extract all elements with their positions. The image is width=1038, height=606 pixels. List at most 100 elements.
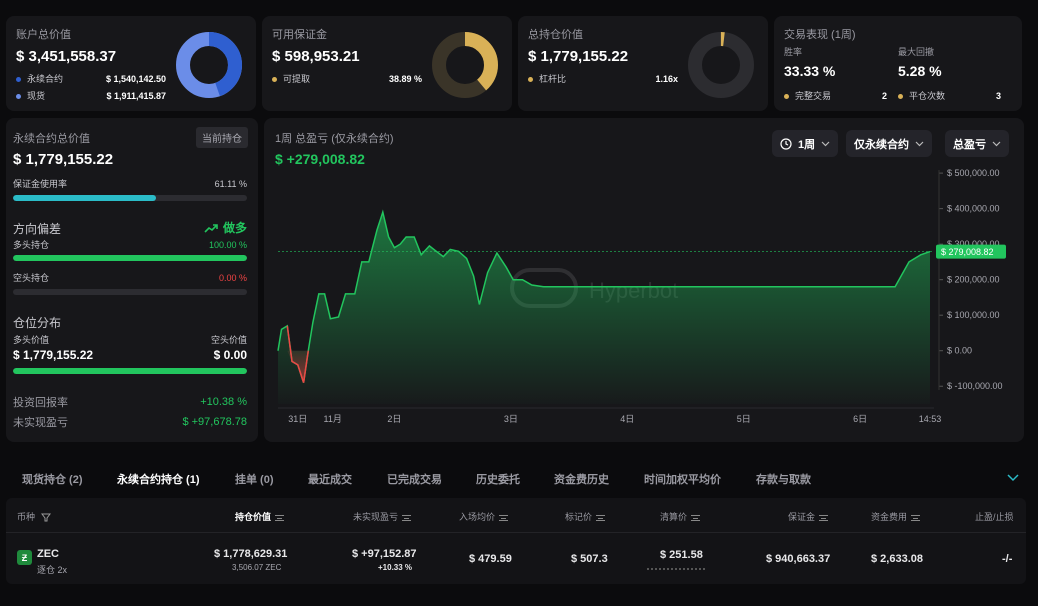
short-position-value: 0.00 % bbox=[218, 272, 247, 283]
margin-value: $ 940,663.37 bbox=[766, 553, 831, 565]
metric-select-label: 总盈亏 bbox=[953, 138, 986, 151]
leverage-value: 1.16x bbox=[655, 73, 678, 84]
scope-select[interactable]: 仅永续合约 bbox=[846, 130, 932, 157]
close-count-value: 3 bbox=[995, 90, 1001, 101]
direction-bias-text: 做多 bbox=[222, 221, 247, 235]
unrealized-pnl-row: 未实现盈亏 $ +97,678.78 bbox=[13, 414, 247, 430]
header-margin[interactable]: 保证金 bbox=[788, 510, 829, 523]
position-distribution-label: 仓位分布 bbox=[13, 316, 62, 330]
y-tick-label: $ 500,000.00 bbox=[947, 168, 1000, 178]
chevron-down-icon bbox=[992, 141, 1001, 146]
direction-bias-label: 方向偏差 bbox=[13, 222, 62, 236]
distribution-bar bbox=[13, 368, 247, 374]
header-liq-price[interactable]: 清算价 bbox=[660, 510, 701, 523]
account-item-spot: 现货 $ 1,911,415.87 bbox=[16, 89, 166, 102]
header-liq-price-label: 清算价 bbox=[660, 512, 688, 522]
tab-spot-positions[interactable]: 现货持仓 (2) bbox=[22, 474, 83, 486]
total-holdings-value: $ 1,779,155.22 bbox=[528, 48, 629, 65]
header-coin-label: 币种 bbox=[17, 512, 36, 522]
pnl-negative-line bbox=[286, 325, 310, 383]
x-tick-label: 4日 bbox=[620, 414, 634, 424]
available-margin-title: 可用保证金 bbox=[272, 29, 327, 41]
margin-mode: 逐仓 2x bbox=[37, 565, 68, 575]
tab-order-history[interactable]: 历史委托 bbox=[476, 474, 520, 486]
unrealized-pnl-pct: +10.33 % bbox=[378, 563, 413, 572]
header-margin-label: 保证金 bbox=[788, 512, 816, 522]
pnl-chart-title: 1周 总盈亏 (仅永续合约) bbox=[275, 133, 394, 145]
header-coin[interactable]: 币种 bbox=[17, 510, 51, 523]
position-value: $ 1,778,629.31 bbox=[214, 548, 288, 560]
period-select-label: 1周 bbox=[798, 138, 816, 151]
trading-performance-card: 交易表现 (1周) 胜率 最大回撤 33.33 % 5.28 % 完整交易 2 … bbox=[774, 16, 1022, 111]
close-count-label: 平仓次数 bbox=[909, 91, 946, 101]
drawdown-label: 最大回撤 bbox=[898, 47, 935, 57]
chevron-down-icon bbox=[915, 141, 924, 146]
y-tick-label: $ -100,000.00 bbox=[947, 381, 1003, 391]
drawdown-value: 5.28 % bbox=[898, 63, 942, 79]
perp-total-title: 永续合约总价值 bbox=[13, 133, 90, 145]
total-holdings-title: 总持仓价值 bbox=[528, 29, 583, 41]
sort-icon bbox=[819, 514, 829, 521]
current-positions-badge[interactable]: 当前持仓 bbox=[196, 127, 248, 148]
winrate-value: 33.33 % bbox=[784, 63, 836, 79]
available-margin-card: 可用保证金 $ 598,953.21 可提取 38.89 % bbox=[262, 16, 512, 111]
header-tpsl-label: 止盈/止损 bbox=[975, 512, 1014, 522]
margin-usage-bar bbox=[13, 195, 247, 201]
tab-deposits-withdrawals[interactable]: 存款与取款 bbox=[756, 474, 811, 486]
closed-trades-label: 完整交易 bbox=[795, 91, 832, 101]
last-value-badge bbox=[936, 244, 1006, 259]
tpsl-value[interactable]: -/- bbox=[1002, 553, 1013, 565]
x-tick-label: 31日 bbox=[288, 414, 307, 424]
collapse-chevron-icon[interactable] bbox=[1007, 474, 1019, 482]
table-header-divider bbox=[6, 532, 1026, 533]
coin-name[interactable]: ZEC bbox=[37, 548, 59, 560]
liquidation-price: $ 251.58 bbox=[660, 549, 703, 561]
roi-row: 投资回报率 +10.38 % bbox=[13, 394, 247, 410]
funding-fee: $ 2,633.08 bbox=[871, 553, 923, 565]
leverage-label: 杠杆比 bbox=[539, 74, 567, 84]
header-funding[interactable]: 资金费用 bbox=[871, 510, 921, 523]
closed-trades-value: 2 bbox=[881, 90, 887, 101]
unrealized-pnl-value: $ +97,678.78 bbox=[182, 416, 247, 428]
sort-icon bbox=[275, 514, 285, 521]
coin-icon: Ƶ bbox=[17, 550, 32, 565]
margin-usage-row: 保证金使用率 61.11 % bbox=[13, 177, 247, 190]
tab-funding-history[interactable]: 资金费历史 bbox=[554, 474, 609, 486]
x-tick-label: 11月 bbox=[324, 414, 342, 424]
account-value-title: 账户总价值 bbox=[16, 29, 71, 41]
tab-open-orders[interactable]: 挂单 (0) bbox=[235, 474, 274, 486]
mark-price: $ 507.3 bbox=[571, 553, 608, 565]
header-entry-price[interactable]: 入场均价 bbox=[459, 510, 509, 523]
account-item-value: $ 1,911,415.87 bbox=[106, 90, 166, 101]
header-unrealized-pnl[interactable]: 未实现盈亏 bbox=[353, 510, 412, 523]
tab-completed-trades[interactable]: 已完成交易 bbox=[387, 474, 442, 486]
winrate-label: 胜率 bbox=[784, 47, 803, 57]
short-value: $ 0.00 bbox=[213, 348, 247, 362]
margin-usage-value: 61.11 % bbox=[214, 178, 247, 189]
perp-dot-icon bbox=[16, 77, 21, 83]
y-tick-label: $ 300,000.00 bbox=[947, 239, 1000, 249]
long-position-value: 100.00 % bbox=[208, 239, 247, 250]
total-holdings-card: 总持仓价值 $ 1,779,155.22 杠杆比 1.16x bbox=[518, 16, 768, 111]
perp-summary-panel: 永续合约总价值 当前持仓 $ 1,779,155.22 保证金使用率 61.11… bbox=[6, 118, 258, 442]
period-select[interactable]: 1周 bbox=[772, 130, 839, 157]
account-item-label: 永续合约 bbox=[27, 74, 64, 84]
header-mark-price[interactable]: 标记价 bbox=[565, 510, 606, 523]
metric-select[interactable]: 总盈亏 bbox=[945, 130, 1009, 157]
x-tick-label: 6日 bbox=[853, 414, 867, 424]
distribution-labels-row: 多头价值 空头价值 bbox=[13, 333, 247, 346]
account-item-perp: 永续合约 $ 1,540,142.50 bbox=[16, 72, 166, 85]
closed-trades-dot-icon bbox=[784, 94, 789, 100]
closed-trades-row: 完整交易 2 bbox=[784, 89, 887, 102]
account-item-label: 现货 bbox=[27, 91, 46, 101]
sort-icon bbox=[596, 514, 606, 521]
tab-perp-positions[interactable]: 永续合约持仓 (1) bbox=[117, 474, 200, 486]
tab-twap[interactable]: 时间加权平均价 bbox=[644, 474, 721, 486]
header-funding-label: 资金费用 bbox=[871, 512, 908, 522]
tab-recent-fills[interactable]: 最近成交 bbox=[308, 474, 352, 486]
scope-select-label: 仅永续合约 bbox=[854, 138, 909, 151]
x-tick-label: 3日 bbox=[504, 414, 518, 424]
header-position-value[interactable]: 持仓价值 bbox=[235, 510, 285, 523]
pnl-series-line bbox=[277, 209, 931, 383]
